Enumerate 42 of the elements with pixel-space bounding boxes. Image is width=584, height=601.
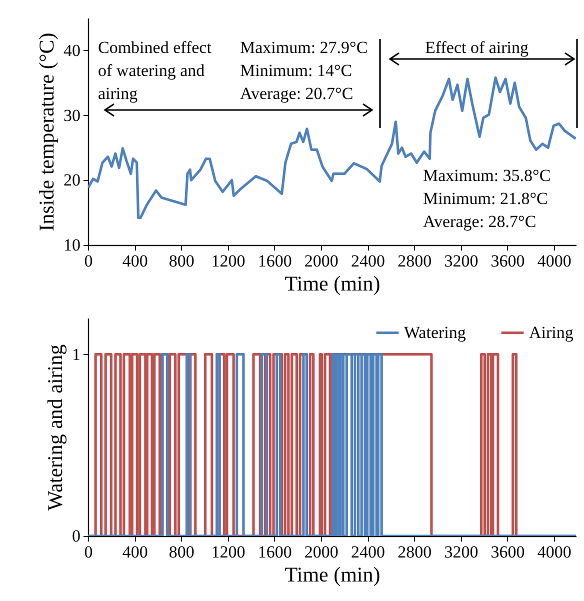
- y-tick-label: 30: [64, 106, 80, 125]
- x-tick-label: 400: [122, 252, 148, 270]
- x-tick-label: 1200: [211, 542, 246, 562]
- x-tick-label: 2800: [398, 252, 432, 270]
- x-axis-title: Time (min): [284, 272, 380, 296]
- x-tick-label: 1200: [211, 252, 246, 270]
- y-tick-label: 20: [64, 170, 80, 190]
- y-axis-title: Inside temperature (°C): [34, 32, 58, 232]
- annotation: Combined effect of watering and airing: [98, 38, 212, 103]
- x-tick-label: 3200: [444, 252, 478, 270]
- x-tick-label: 2800: [398, 542, 432, 562]
- legend-label: Airing: [529, 322, 574, 342]
- annotation: Effect of airing: [425, 38, 530, 57]
- y-axis-title: Watering and airing: [43, 344, 67, 511]
- x-tick-label: 1600: [258, 252, 292, 270]
- x-tick-label: 2000: [304, 542, 338, 562]
- x-tick-label: 2000: [304, 252, 338, 270]
- x-tick-label: 2400: [351, 252, 386, 270]
- x-tick-label: 800: [168, 252, 194, 270]
- x-axis-title: Time (min): [284, 562, 380, 586]
- x-tick-label: 800: [168, 542, 194, 562]
- x-tick-label: 400: [122, 542, 148, 562]
- legend-label: Watering: [404, 322, 466, 342]
- x-tick-label: 1600: [258, 542, 292, 562]
- x-tick-label: 3600: [490, 252, 525, 270]
- y-tick-label: 1: [72, 344, 80, 364]
- annotation: Minimum: 14°C: [240, 61, 352, 80]
- y-tick-label: 0: [72, 526, 80, 546]
- x-tick-label: 4000: [537, 542, 572, 562]
- annotation: Average: 20.7°C: [240, 84, 354, 103]
- x-tick-label: 3600: [490, 542, 525, 562]
- annotation: Minimum: 21.8°C: [423, 189, 548, 208]
- x-tick-label: 2400: [351, 542, 386, 562]
- annotation: Maximum: 35.8°C: [423, 166, 551, 185]
- x-tick-label: 0: [84, 542, 93, 562]
- y-tick-label: 10: [64, 236, 80, 254]
- x-tick-label: 4000: [537, 252, 572, 270]
- x-tick-label: 3200: [444, 542, 478, 562]
- x-tick-label: 0: [84, 252, 93, 270]
- y-tick-label: 40: [64, 40, 80, 60]
- annotation: Maximum: 27.9°C: [240, 38, 368, 57]
- annotation: Average: 28.7°C: [423, 212, 536, 231]
